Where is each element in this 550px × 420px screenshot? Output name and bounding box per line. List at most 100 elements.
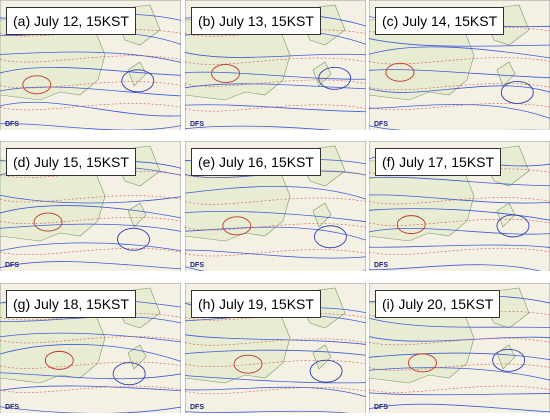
thermal-line: [185, 29, 366, 37]
thermal-line: [0, 195, 181, 203]
thermal-line: [185, 171, 366, 178]
isobar: [369, 38, 550, 47]
thermal-line: [0, 361, 181, 369]
high-center: [500, 80, 534, 104]
isobar: [369, 194, 550, 204]
isobar: [0, 344, 181, 362]
low-center: [22, 75, 52, 95]
footer-bar: [0, 130, 181, 137]
panel-label: (f) July 17, 15KST: [375, 148, 502, 176]
isobar: [369, 403, 550, 413]
isobar: [0, 123, 181, 131]
low-center: [211, 64, 241, 84]
isobar: [369, 244, 550, 248]
panel-label: (i) July 20, 15KST: [375, 290, 501, 318]
low-center: [33, 212, 63, 232]
isobar: [369, 336, 550, 342]
high-center: [492, 348, 526, 372]
isobar: [0, 223, 181, 232]
isobar: [0, 67, 181, 76]
panel-label: (a) July 12, 15KST: [6, 7, 136, 35]
logo: DFS: [190, 404, 204, 411]
high-center: [313, 225, 347, 249]
thermal-line: [369, 168, 550, 176]
panel-label: (d) July 15, 15KST: [6, 148, 136, 176]
footer-bar: [0, 413, 181, 420]
isobar: [0, 242, 181, 252]
panel-label: (e) July 16, 15KST: [191, 148, 321, 176]
thermal-line: [369, 247, 550, 255]
thermal-line: [0, 29, 181, 37]
thermal-line: [369, 57, 550, 65]
thermal-line: [0, 55, 181, 63]
thermal-line: [185, 249, 366, 257]
map-panel: (d) July 15, 15KST DFS: [0, 141, 181, 278]
panel-label: (g) July 18, 15KST: [6, 290, 136, 318]
thermal-line: [0, 217, 181, 225]
isobar: [185, 349, 366, 356]
thermal-line: [0, 385, 181, 393]
isobar: [369, 85, 550, 93]
isobar: [185, 375, 366, 384]
logo: DFS: [374, 262, 388, 269]
isobar: [0, 194, 181, 204]
high-center: [309, 359, 343, 383]
thermal-line: [369, 197, 550, 205]
isobar: [185, 334, 366, 345]
thermal-line: [185, 360, 366, 367]
land: [312, 202, 332, 228]
thermal-line: [0, 336, 181, 344]
isobar: [185, 104, 366, 113]
land: [496, 61, 516, 87]
thermal-line: [185, 57, 366, 65]
isobar: [0, 385, 181, 392]
logo: DFS: [5, 262, 19, 269]
isobar: [185, 185, 366, 200]
logo: DFS: [374, 121, 388, 128]
low-center: [408, 353, 437, 373]
high-center: [496, 214, 530, 238]
thermal-line: [0, 313, 181, 321]
logo: DFS: [190, 121, 204, 128]
isobar: [185, 249, 366, 259]
thermal-line: [185, 104, 366, 112]
isobar: [0, 86, 181, 97]
isobar: [369, 104, 550, 119]
isobar: [0, 372, 181, 380]
map-panel: (i) July 20, 15KST DFS: [369, 283, 550, 420]
map-panel: (g) July 18, 15KST DFS: [0, 283, 181, 420]
isobar: [369, 69, 550, 79]
thermal-line: [369, 103, 550, 111]
isobar: [369, 176, 550, 187]
thermal-line: [0, 81, 181, 89]
footer-bar: [185, 413, 366, 420]
footer-bar: [185, 271, 366, 278]
thermal-line: [0, 248, 181, 256]
isobar: [185, 52, 366, 58]
thermal-line: [185, 313, 366, 321]
isobar: [0, 101, 181, 117]
footer-bar: [369, 271, 550, 278]
panel-label: (b) July 13, 15KST: [191, 7, 321, 35]
logo: DFS: [5, 404, 19, 411]
thermal-line: [369, 385, 550, 393]
thermal-line: [369, 83, 550, 91]
thermal-line: [369, 27, 550, 34]
isobar: [369, 264, 550, 275]
thermal-line: [369, 363, 550, 371]
high-center: [117, 227, 150, 251]
isobar: [185, 386, 366, 398]
footer-bar: [0, 271, 181, 278]
isobar: [369, 227, 550, 235]
map-panel: (a) July 12, 15KST DFS: [0, 0, 181, 137]
isobar: [369, 317, 550, 328]
panel-label: (h) July 19, 15KST: [191, 290, 321, 318]
thermal-line: [0, 103, 181, 111]
isobar: [0, 51, 181, 63]
map-panel: (b) July 13, 15KST DFS: [185, 0, 366, 137]
map-panel: (f) July 17, 15KST DFS: [369, 141, 550, 278]
isobar: [185, 71, 366, 80]
land: [127, 202, 147, 228]
isobar: [369, 46, 550, 59]
